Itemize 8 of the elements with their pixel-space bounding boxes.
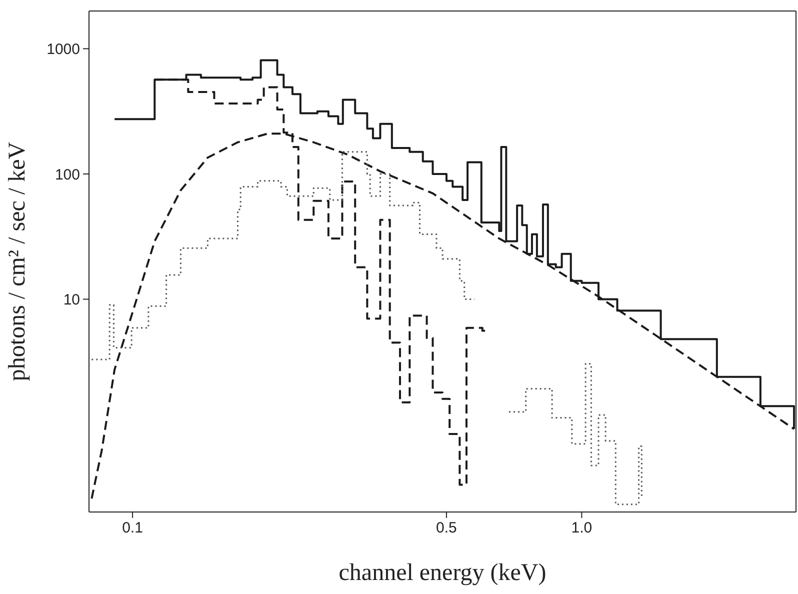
y-tick-label: 1000 [46, 41, 80, 58]
x-axis-title: channel energy (keV) [338, 560, 546, 586]
x-tick-label: 1.0 [571, 520, 592, 537]
x-tick-label: 0.1 [122, 520, 143, 537]
x-tick-label: 0.5 [436, 520, 457, 537]
y-tick-label: 100 [54, 166, 80, 184]
y-tick-label: 10 [63, 292, 80, 309]
y-axis-title: photons / cm² / sec / keV [4, 141, 31, 382]
